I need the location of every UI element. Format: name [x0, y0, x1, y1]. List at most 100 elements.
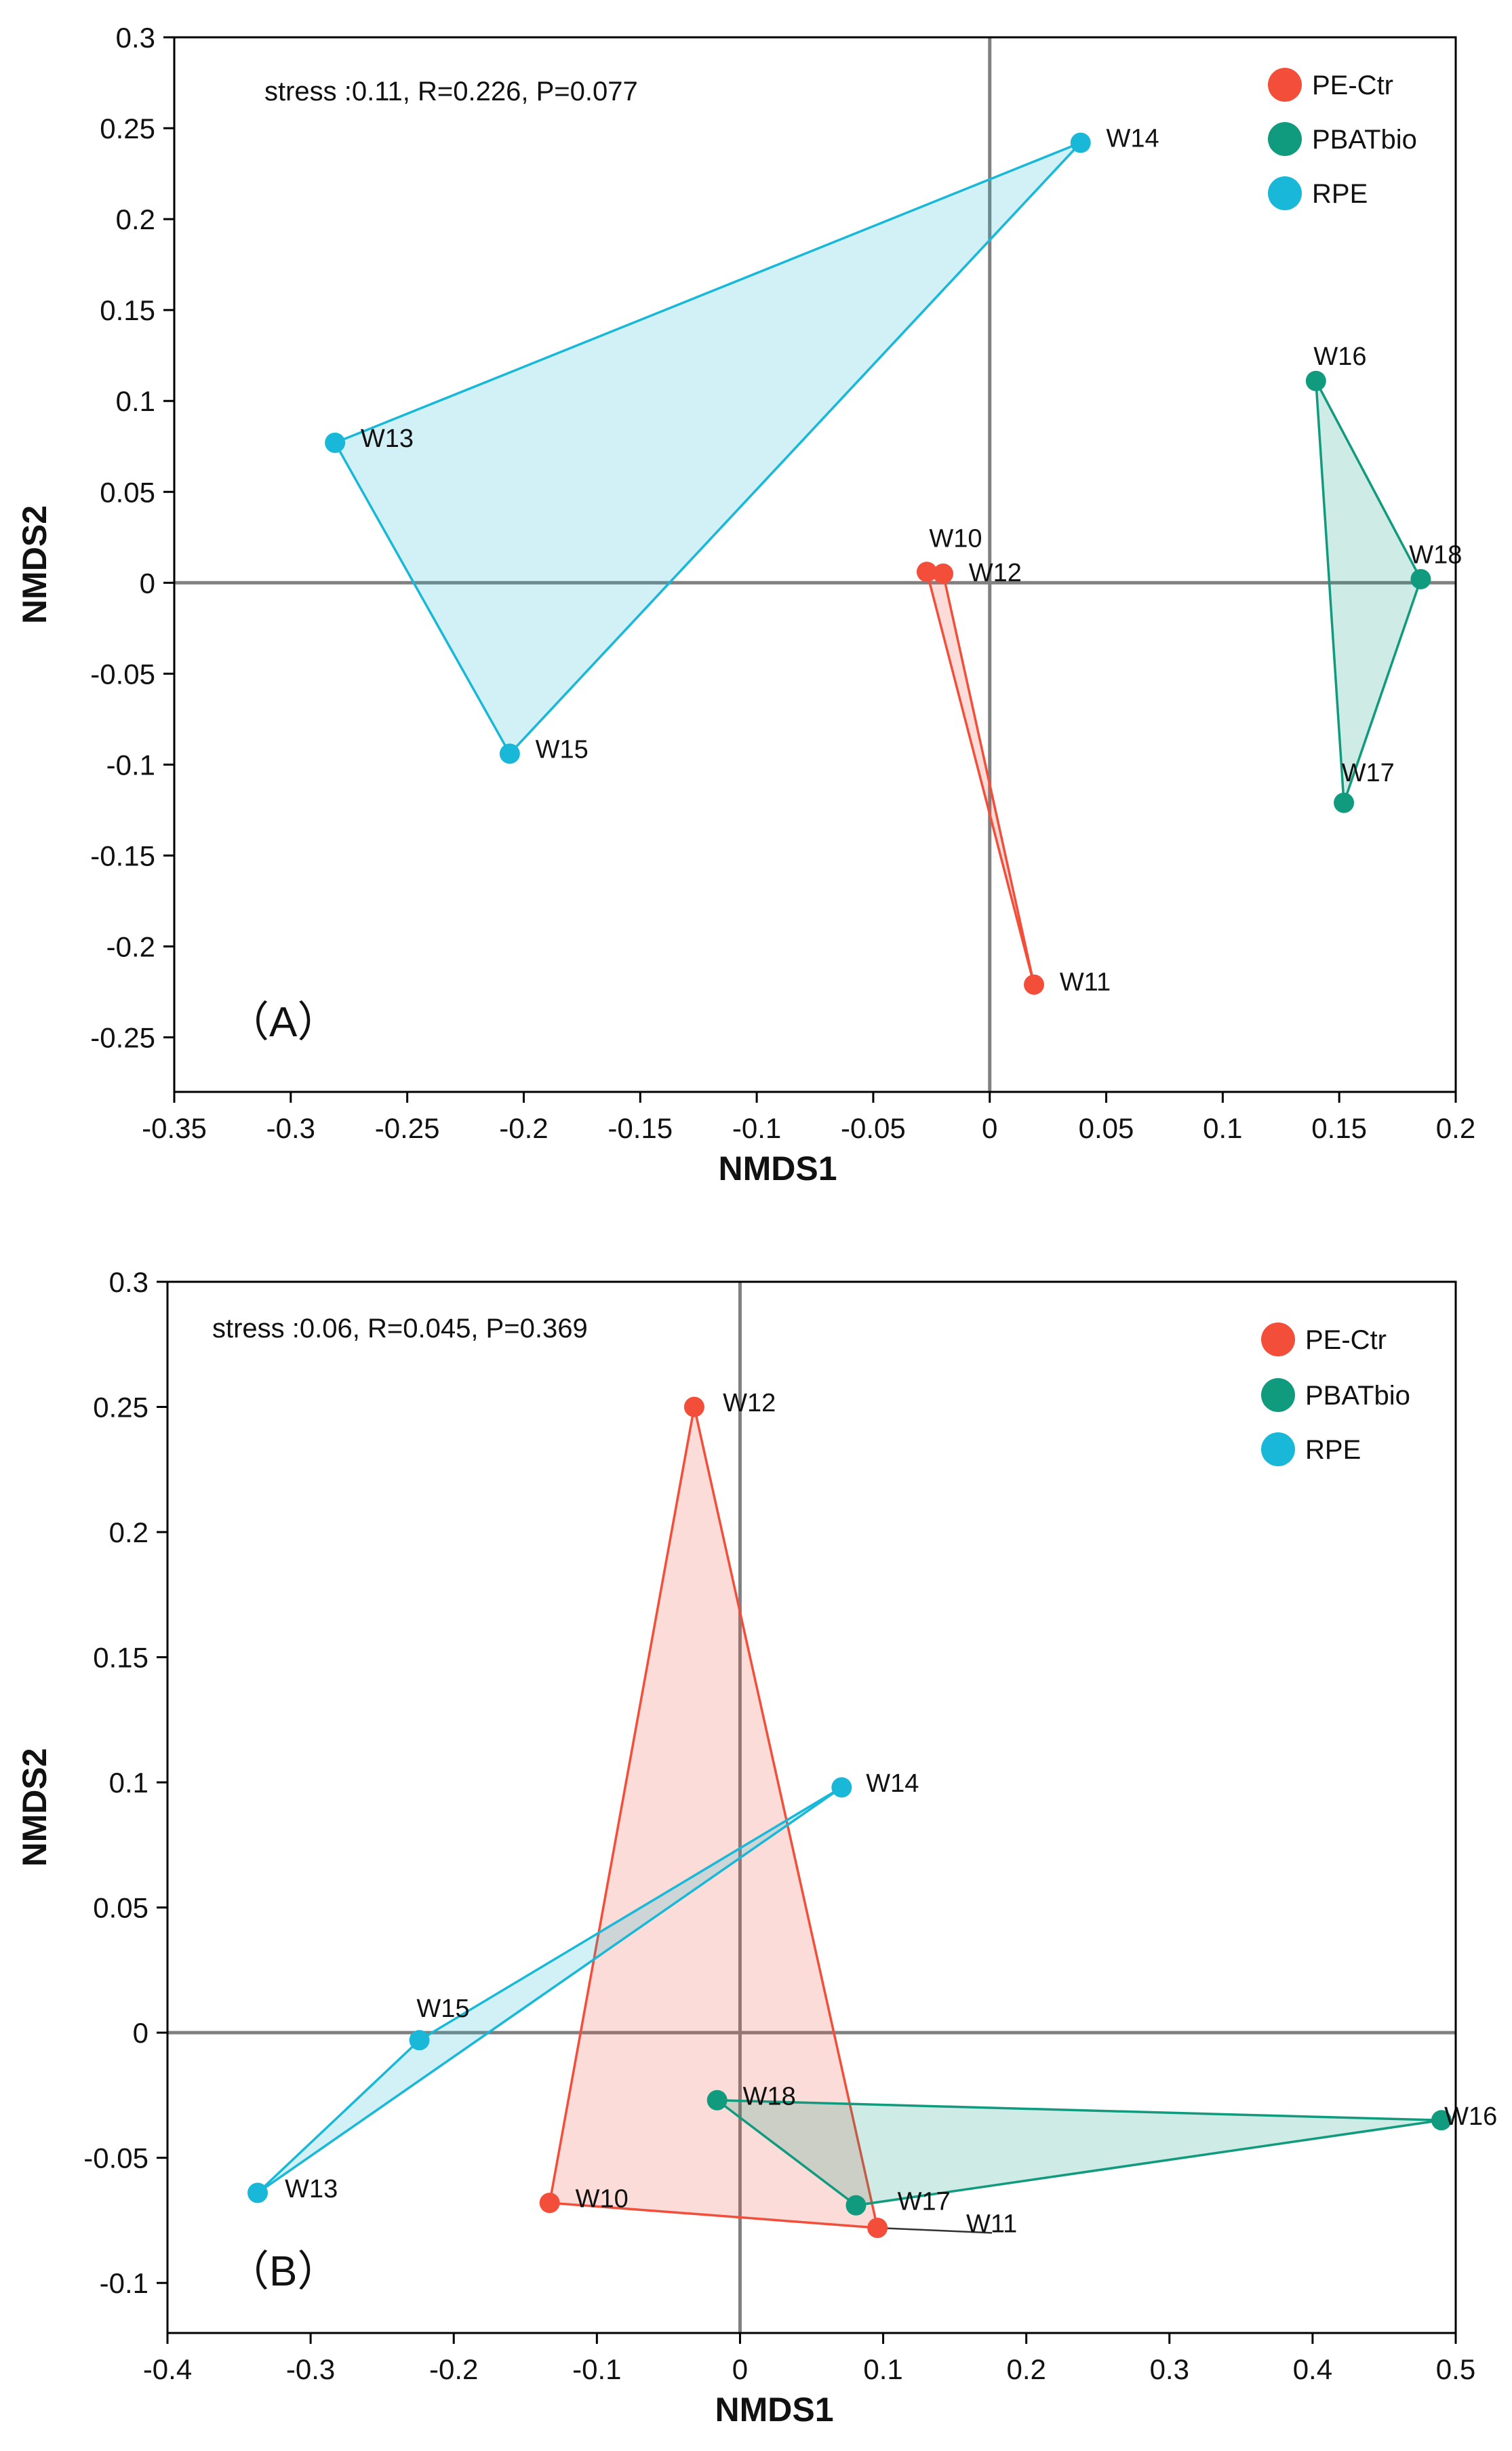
y-axis-title: NMDS2 [16, 1748, 54, 1866]
nmds-panel-a: W10 W12 W11 W16 W18 W17 W14 W13 W15 -0.35 -0.3 -0.2… [16, 22, 1475, 1188]
legend-marker-rpe [1261, 1432, 1295, 1466]
legend-marker-pe-ctr [1268, 68, 1302, 102]
y-tick-label: 0.3 [116, 22, 155, 54]
legend-label-pe-ctr: PE-Ctr [1305, 1325, 1387, 1355]
y-tick-label: 0.25 [93, 1392, 148, 1424]
hull-rpe [256, 1786, 843, 2195]
x-tick-label: -0.15 [608, 1112, 673, 1144]
point-w18 [1410, 568, 1431, 589]
legend-label-pbatbio: PBATbio [1305, 1381, 1410, 1411]
y-tick-label: 0.15 [93, 1642, 148, 1674]
point-w18 [707, 2090, 728, 2111]
x-tick-label: 0.5 [1436, 2353, 1475, 2385]
point-label-w14: W14 [1107, 124, 1159, 153]
point-label-w18: W18 [1409, 541, 1462, 569]
y-tick-label: 0.25 [100, 113, 155, 144]
point-label-w18: W18 [743, 2082, 796, 2111]
point-label-w17: W17 [898, 2187, 951, 2216]
y-tick-label: -0.1 [100, 2267, 148, 2299]
point-w15 [409, 2030, 430, 2051]
y-tick-label: -0.1 [106, 749, 155, 781]
x-axis-title: NMDS1 [718, 1150, 837, 1188]
point-label-w12: W12 [723, 1389, 776, 1417]
legend-marker-pbatbio [1268, 122, 1302, 156]
x-tick-label: 0.1 [863, 2353, 902, 2385]
point-w13 [247, 2182, 268, 2203]
hull-pe-ctr [548, 1405, 879, 2229]
legend-label-rpe: RPE [1312, 179, 1368, 209]
point-w16 [1431, 2110, 1452, 2131]
x-tick-label: 0 [732, 2353, 748, 2385]
point-label-w10: W10 [576, 2185, 629, 2214]
hull-pe-ctr [926, 570, 1035, 986]
y-tick-label: 0.15 [100, 294, 155, 326]
x-tick-label: 0.2 [1436, 1112, 1475, 1144]
point-w14 [1070, 132, 1091, 153]
point-w16 [1305, 370, 1326, 391]
point-label-w14: W14 [866, 1769, 919, 1798]
point-label-w11: W11 [966, 2210, 1017, 2239]
x-tick-label: 0.4 [1293, 2353, 1332, 2385]
point-label-w13: W13 [285, 2175, 338, 2203]
point-w15 [499, 743, 520, 764]
x-tick-label: 0.3 [1150, 2353, 1189, 2385]
stats-annotation: stress :0.11, R=0.226, P=0.077 [264, 77, 638, 106]
y-tick-label: 0.1 [116, 385, 155, 417]
y-tick-label: -0.05 [83, 2142, 148, 2174]
x-tick-label: 0 [982, 1112, 997, 1144]
point-label-w16: W16 [1313, 342, 1366, 371]
point-w12 [683, 1396, 704, 1417]
point-label-w17: W17 [1342, 759, 1395, 787]
y-tick-label: 0.2 [116, 203, 155, 235]
point-label-w15: W15 [536, 735, 589, 764]
point-w10 [539, 2193, 560, 2214]
y-tick-label: 0 [133, 2017, 148, 2049]
x-tick-label: -0.3 [286, 2353, 335, 2385]
y-tick-label: 0.05 [100, 476, 155, 508]
point-label-w11: W11 [1060, 968, 1111, 996]
nmds-panel-b: W12 W10 W11 W18 W16 W17 W14 W15 W13 -0.4 -0.3 -0.2 -… [16, 1266, 1497, 2429]
point-w17 [1334, 792, 1355, 813]
panel-label: （B） [227, 2248, 339, 2295]
x-tick-label: 0.05 [1079, 1112, 1134, 1144]
y-tick-label: -0.25 [90, 1022, 155, 1054]
point-label-w15: W15 [416, 1995, 469, 2023]
point-w14 [831, 1777, 852, 1798]
hull-rpe [334, 141, 1082, 756]
point-w11 [1024, 974, 1045, 995]
axes-frame [166, 1280, 1457, 2334]
y-tick-label: -0.05 [90, 658, 155, 690]
point-w13 [325, 432, 346, 453]
y-tick-label: 0 [140, 567, 155, 599]
y-axis-title: NMDS2 [16, 505, 54, 624]
x-axis-title: NMDS1 [715, 2391, 833, 2429]
hull-pbatbio [715, 2099, 1443, 2207]
legend-label-pbatbio: PBATbio [1312, 125, 1417, 155]
x-tick-label: -0.1 [732, 1112, 781, 1144]
point-w12 [933, 563, 953, 584]
legend-label-pe-ctr: PE-Ctr [1312, 71, 1393, 100]
y-tick-label: -0.15 [90, 840, 155, 871]
x-tick-label: -0.3 [266, 1112, 315, 1144]
x-tick-label: -0.1 [572, 2353, 621, 2385]
x-tick-label: -0.2 [429, 2353, 478, 2385]
y-tick-label: 0.1 [109, 1767, 148, 1799]
legend-label-rpe: RPE [1305, 1435, 1361, 1465]
x-tick-label: 0.15 [1311, 1112, 1367, 1144]
x-tick-label: -0.05 [841, 1112, 906, 1144]
x-tick-label: 0.2 [1006, 2353, 1046, 2385]
point-w17 [845, 2195, 867, 2216]
point-label-w13: W13 [361, 425, 414, 453]
point-label-w12: W12 [969, 559, 1022, 587]
hull-pbatbio [1315, 379, 1423, 804]
x-tick-label: -0.4 [143, 2353, 192, 2385]
stats-annotation: stress :0.06, R=0.045, P=0.369 [212, 1314, 588, 1344]
point-label-w16: W16 [1444, 2102, 1497, 2131]
x-tick-label: -0.25 [375, 1112, 440, 1144]
x-tick-label: 0.1 [1203, 1112, 1242, 1144]
x-tick-label: -0.2 [499, 1112, 548, 1144]
point-w11 [867, 2218, 888, 2238]
y-tick-label: 0.3 [109, 1266, 148, 1298]
legend-marker-pbatbio [1261, 1378, 1295, 1412]
